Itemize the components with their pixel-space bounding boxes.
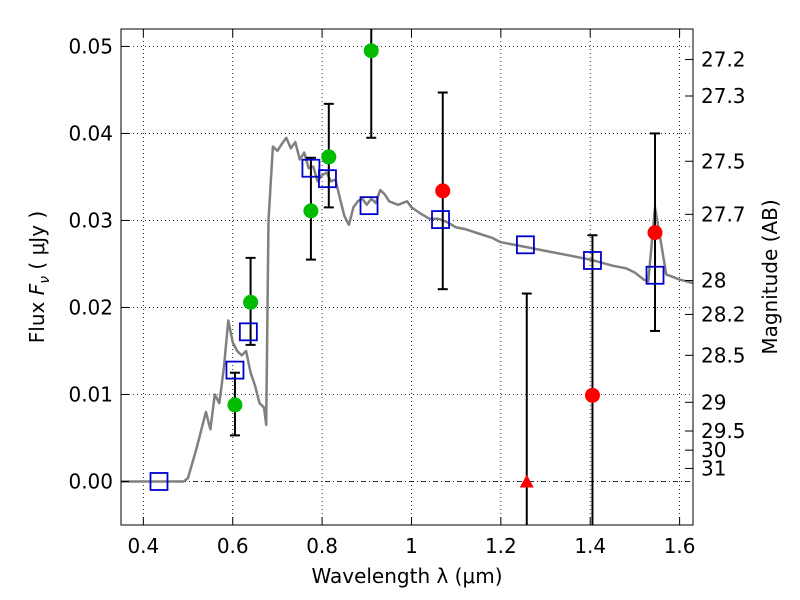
model-photometry-square [238,322,258,342]
model-photometry-square [301,158,321,178]
model-photometry-square [359,196,379,216]
x-tick-label: 1.4 [574,534,606,558]
y-axis-label: Flux Fν ( μJy ) [25,211,53,343]
axis-ticks: 0.4 0.6 0.8 1 1.2 1.4 1.6 0.00 0.01 0.02 0.03 0.04 0… [68,29,746,558]
green-detection-point [243,294,259,310]
x-tick-label: 0.6 [217,534,249,558]
green-detection-point [363,43,379,59]
x-axis-label: Wavelength λ (μm) [311,564,502,588]
red-detection-point [584,387,600,403]
y-axis-label-symbol: F [25,283,49,295]
y-tick-label: 0.05 [68,34,113,58]
x-tick-label: 0.4 [127,534,159,558]
green-detection-point [303,203,319,219]
model-sed-line [121,136,694,483]
y-tick-label: 0.03 [68,208,113,232]
y-tick-label: 0.01 [68,382,113,406]
x-tick-label: 0.8 [306,534,338,558]
green-detection-point [227,397,243,413]
magnitude-tick-label: 28.5 [701,343,746,367]
magnitude-tick-label: 29 [701,390,726,414]
y-tick-label: 0.02 [68,295,113,319]
red-detection-point [647,225,663,241]
photometry-points [149,43,665,491]
magnitude-tick-label: 30 [701,438,726,462]
red-upper-limit-triangle [519,474,534,488]
model-photometry-square [645,265,665,285]
magnitude-tick-label: 29.5 [701,419,746,443]
model-photometry-square [318,169,337,189]
magnitude-tick-label: 27.3 [701,84,746,108]
green-detection-point [321,149,337,165]
y-tick-label: 0.04 [68,121,113,145]
magnitude-tick-label: 28 [701,268,726,292]
model-photometry-square [431,210,450,229]
x-tick-label: 1 [405,534,418,558]
magnitude-tick-label: 31 [701,456,726,480]
plot-frame [120,28,694,526]
y-axis-label-subscript: ν [37,276,53,284]
right-y-axis-label: Magnitude (AB) [758,199,782,354]
magnitude-tick-label: 27.2 [701,47,746,71]
model-photometry-square [583,251,602,270]
y-axis-label-prefix: Flux [25,295,49,343]
model-sed-series [121,136,694,483]
y-tick-label: 0.00 [68,469,113,493]
model-photometry-square [516,235,535,255]
x-tick-label: 1.2 [485,534,517,558]
magnitude-tick-label: 28.2 [701,302,746,326]
errorbar-series [229,29,661,525]
red-detection-point [435,183,451,199]
y-axis-label-suffix: ( μJy ) [25,211,49,276]
model-photometry-square [225,360,245,380]
x-tick-label: 1.6 [664,534,696,558]
model-photometry-square [149,472,169,491]
magnitude-tick-label: 27.7 [701,202,746,226]
magnitude-tick-label: 27.5 [701,149,746,173]
grid-lines [121,29,693,525]
